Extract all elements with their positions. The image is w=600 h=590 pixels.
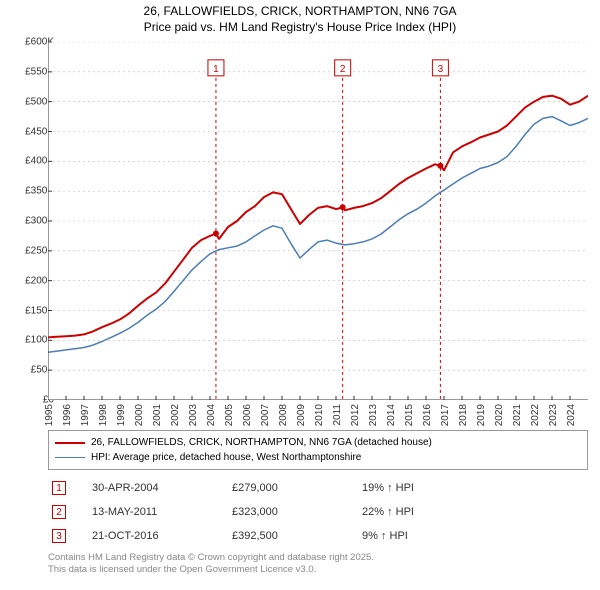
title-block: 26, FALLOWFIELDS, CRICK, NORTHAMPTON, NN… xyxy=(0,0,600,35)
x-tick-label: 2008 xyxy=(278,404,289,426)
x-tick-label: 2018 xyxy=(458,404,469,426)
marker-date: 30-APR-2004 xyxy=(92,482,232,494)
marker-id-box: 3 xyxy=(52,529,66,543)
marker-id-box: 1 xyxy=(52,481,66,495)
x-tick-label: 2014 xyxy=(386,404,397,426)
x-tick-label: 2011 xyxy=(332,404,343,426)
title-line-1: 26, FALLOWFIELDS, CRICK, NORTHAMPTON, NN… xyxy=(0,4,600,20)
marker-price: £279,000 xyxy=(232,482,362,494)
footer-line-2: This data is licensed under the Open Gov… xyxy=(48,564,374,576)
marker-date: 13-MAY-2011 xyxy=(92,506,232,518)
x-tick-label: 2024 xyxy=(566,404,577,426)
title-line-2: Price paid vs. HM Land Registry's House … xyxy=(0,20,600,36)
marker-diff: 19% ↑ HPI xyxy=(362,482,414,494)
legend-swatch-property xyxy=(55,442,85,444)
x-tick-label: 1997 xyxy=(80,404,91,426)
x-tick-label: 2020 xyxy=(494,404,505,426)
legend-box: 26, FALLOWFIELDS, CRICK, NORTHAMPTON, NN… xyxy=(48,430,588,470)
marker-diff: 9% ↑ HPI xyxy=(362,530,408,542)
footer-line-1: Contains HM Land Registry data © Crown c… xyxy=(48,552,374,564)
x-tick-label: 2016 xyxy=(422,404,433,426)
marker-table: 1 30-APR-2004£279,00019% ↑ HPI 2 13-MAY-201… xyxy=(48,476,588,548)
x-tick-label: 2000 xyxy=(134,404,145,426)
marker-table-row: 2 13-MAY-2011£323,00022% ↑ HPI xyxy=(48,500,588,524)
marker-table-row: 3 21-OCT-2016£392,5009% ↑ HPI xyxy=(48,524,588,548)
x-tick-label: 2002 xyxy=(170,404,181,426)
x-tick-label: 2004 xyxy=(206,404,217,426)
legend-row-hpi: HPI: Average price, detached house, West… xyxy=(55,450,581,465)
x-tick-label: 2003 xyxy=(188,404,199,426)
x-tick-label: 2013 xyxy=(368,404,379,426)
svg-text:2: 2 xyxy=(340,64,346,75)
x-tick-label: 2012 xyxy=(350,404,361,426)
legend-row-property: 26, FALLOWFIELDS, CRICK, NORTHAMPTON, NN… xyxy=(55,435,581,450)
marker-price: £392,500 xyxy=(232,530,362,542)
x-tick-label: 2021 xyxy=(512,404,523,426)
x-tick-label: 1996 xyxy=(62,404,73,426)
x-tick-label: 2009 xyxy=(296,404,307,426)
marker-id-box: 2 xyxy=(52,505,66,519)
x-tick-label: 2010 xyxy=(314,404,325,426)
marker-table-row: 1 30-APR-2004£279,00019% ↑ HPI xyxy=(48,476,588,500)
legend-swatch-hpi xyxy=(55,457,85,458)
legend-label-property: 26, FALLOWFIELDS, CRICK, NORTHAMPTON, NN… xyxy=(91,435,432,450)
x-tick-label: 2017 xyxy=(440,404,451,426)
x-tick-label: 2023 xyxy=(548,404,559,426)
x-tick-label: 2015 xyxy=(404,404,415,426)
x-tick-label: 2005 xyxy=(224,404,235,426)
x-tick-label: 1999 xyxy=(116,404,127,426)
x-tick-label: 1998 xyxy=(98,404,109,426)
x-tick-label: 2019 xyxy=(476,404,487,426)
x-tick-label: 2007 xyxy=(260,404,271,426)
svg-text:1: 1 xyxy=(213,64,219,75)
marker-date: 21-OCT-2016 xyxy=(92,530,232,542)
x-tick-label: 2022 xyxy=(530,404,541,426)
svg-text:3: 3 xyxy=(438,64,444,75)
chart-container: 26, FALLOWFIELDS, CRICK, NORTHAMPTON, NN… xyxy=(0,0,600,590)
legend-label-hpi: HPI: Average price, detached house, West… xyxy=(91,450,361,465)
x-tick-label: 1995 xyxy=(44,404,55,426)
line-chart: 1 2 3 xyxy=(48,42,588,400)
marker-diff: 22% ↑ HPI xyxy=(362,506,414,518)
footer-text: Contains HM Land Registry data © Crown c… xyxy=(48,552,374,577)
x-tick-label: 2006 xyxy=(242,404,253,426)
marker-price: £323,000 xyxy=(232,506,362,518)
x-tick-label: 2001 xyxy=(152,404,163,426)
